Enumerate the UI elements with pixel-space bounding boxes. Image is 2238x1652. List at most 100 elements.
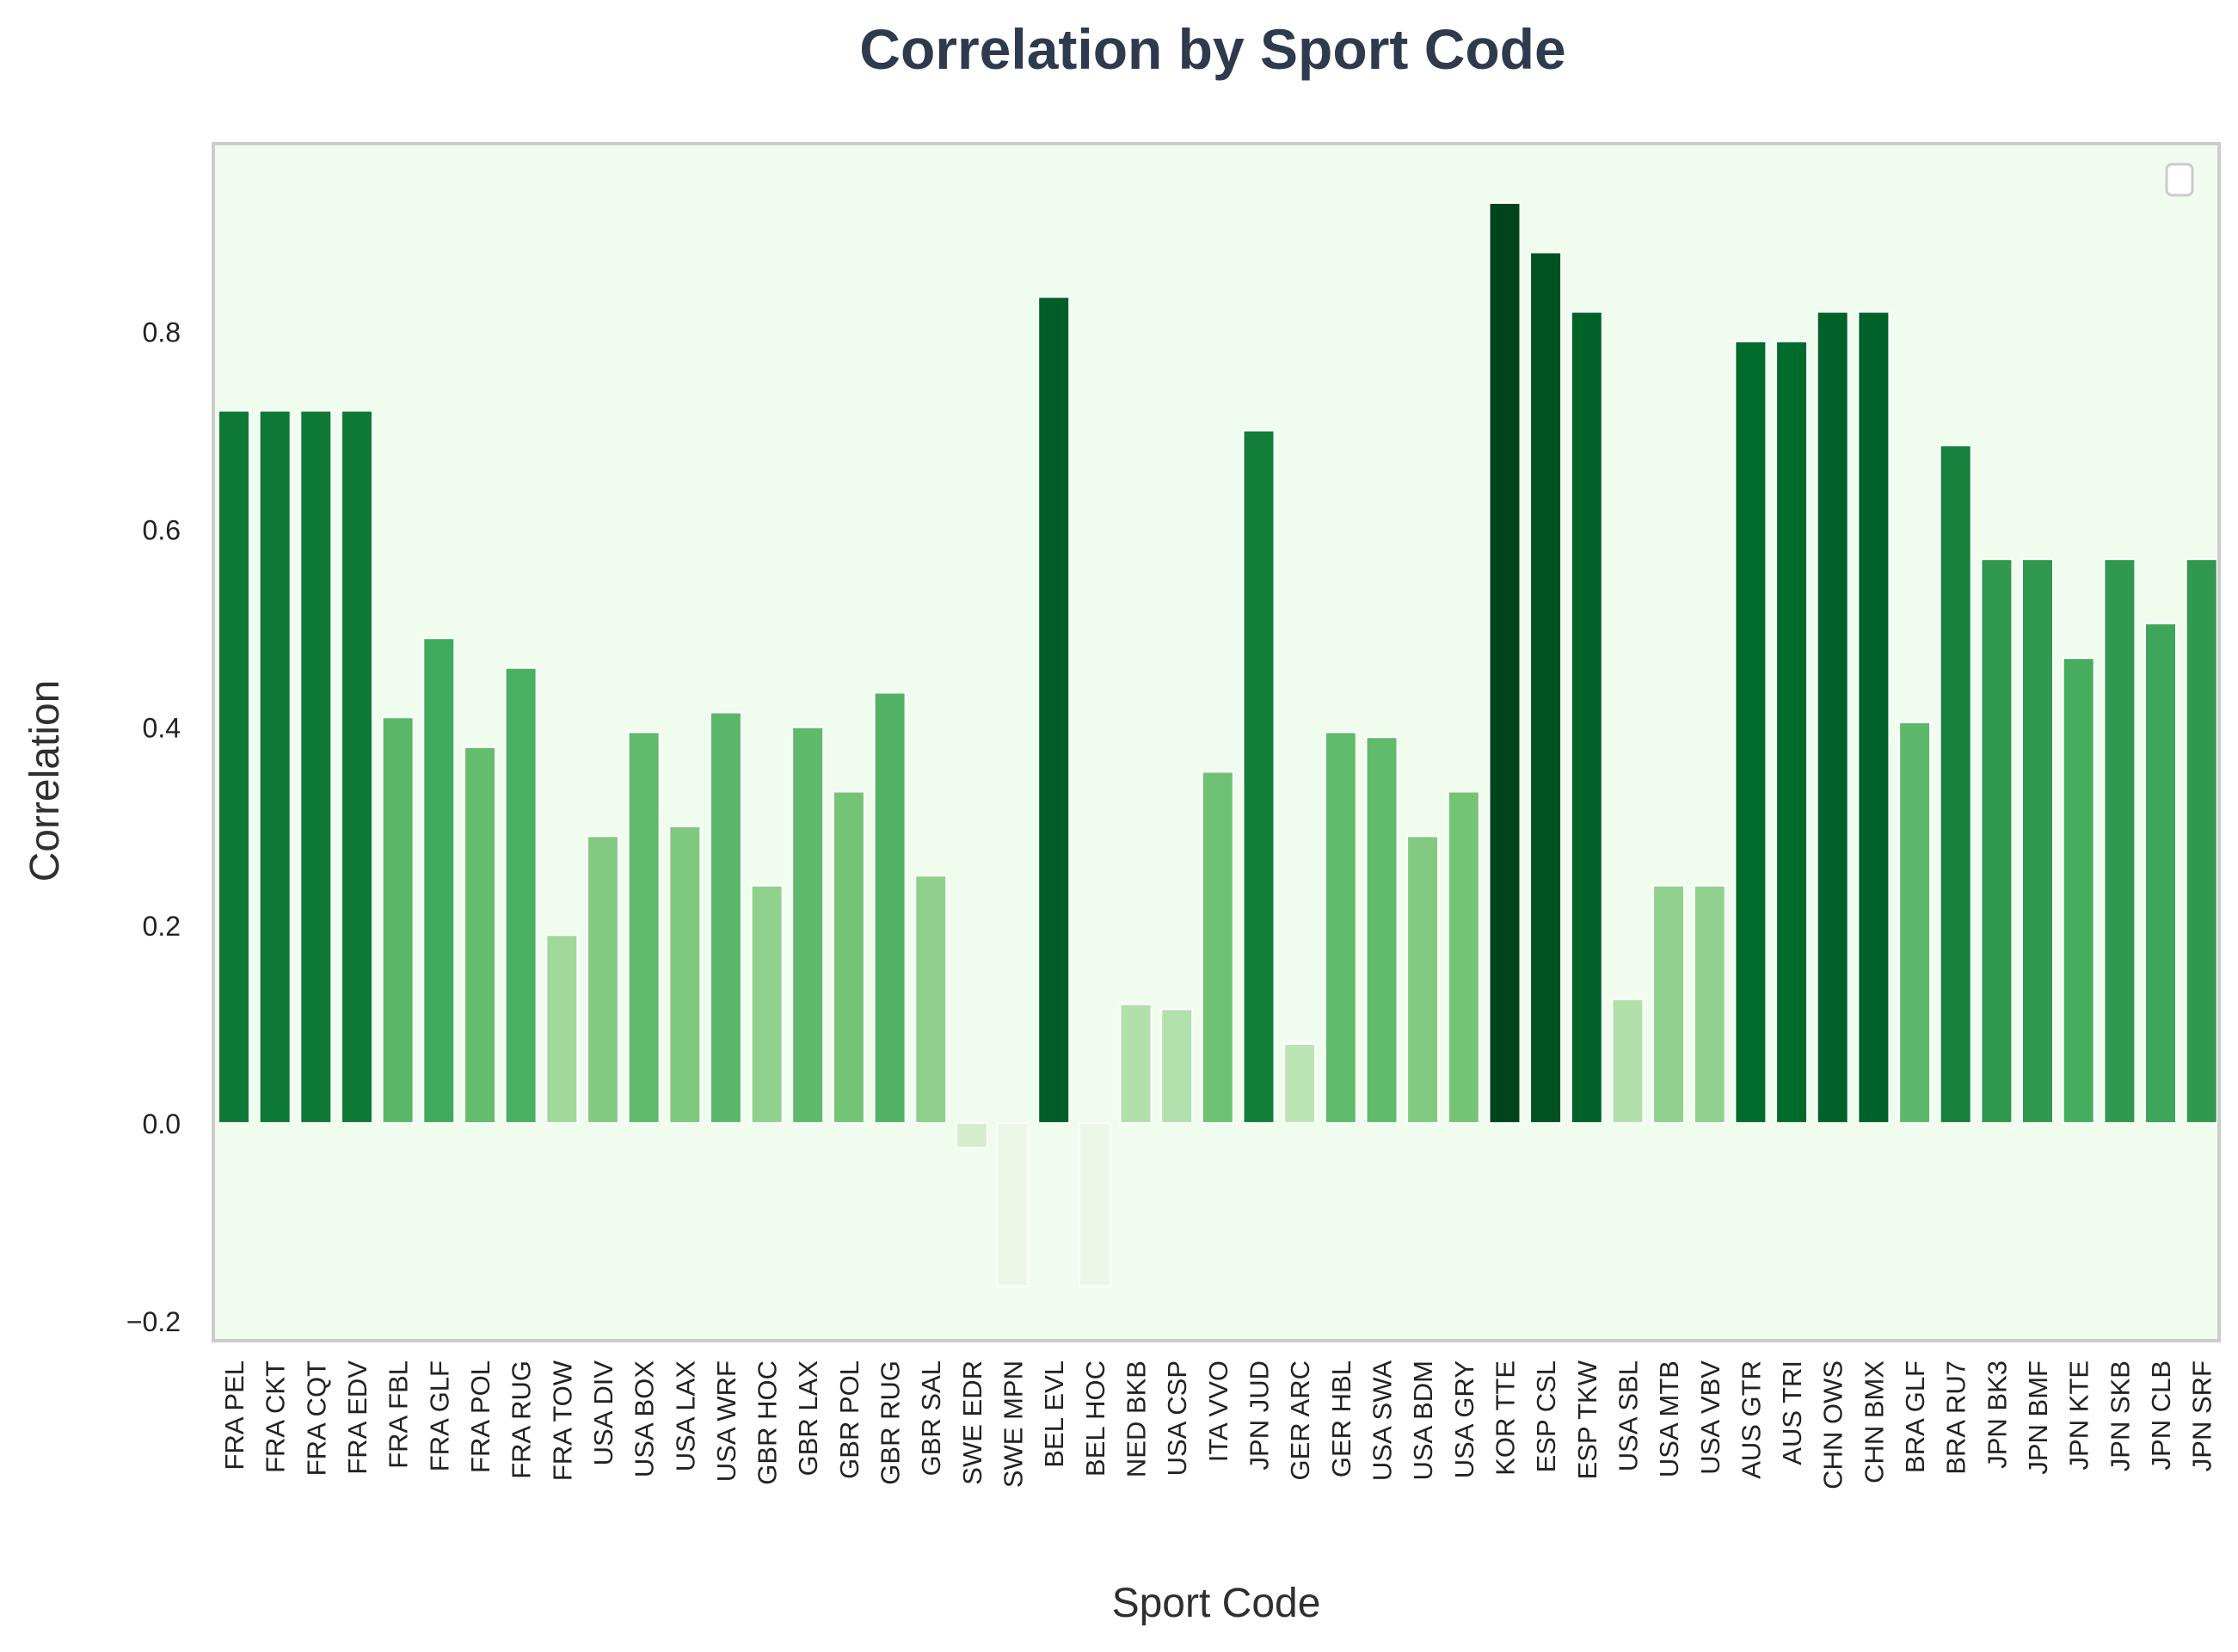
bar-aus-tri	[1775, 341, 1809, 1124]
x-tick-label: BRA GLF	[1900, 1360, 1930, 1473]
bar-aus-gtr	[1734, 341, 1768, 1124]
x-tick-label: BEL HOC	[1080, 1360, 1110, 1477]
y-tick-label: 0.6	[143, 515, 181, 546]
x-tick-label: ITA VVO	[1203, 1360, 1233, 1462]
x-tick-label: GBR SAL	[916, 1360, 946, 1476]
chart-title: Correlation by Sport Code	[859, 17, 1565, 81]
bar-swe-mpn	[996, 1121, 1030, 1287]
x-tick-label: KOR TTE	[1491, 1360, 1521, 1476]
x-tick-label: FRA PEL	[219, 1360, 249, 1471]
y-tick-label: −0.2	[126, 1306, 181, 1337]
bar-gbr-hoc	[750, 884, 784, 1124]
x-tick-label: ESP CSL	[1531, 1360, 1561, 1472]
x-tick-label: CHN OWS	[1818, 1360, 1848, 1489]
x-tick-label: USA GRY	[1449, 1360, 1479, 1478]
x-tick-label: FRA CQT	[301, 1360, 331, 1476]
x-tick-label: AUS GTR	[1736, 1360, 1766, 1479]
bar-usa-lax	[668, 825, 702, 1124]
bar-jpn-srf	[2185, 558, 2218, 1124]
bar-esp-csl	[1529, 251, 1563, 1124]
x-tick-label: USA DIV	[588, 1360, 618, 1466]
x-tick-label: SWE EDR	[957, 1360, 987, 1485]
x-tick-label: JPN BK3	[1982, 1360, 2012, 1469]
bar-gbr-rug	[873, 691, 907, 1124]
x-tick-label: USA WRF	[711, 1360, 741, 1482]
bar-usa-csp	[1160, 1008, 1194, 1124]
x-tick-label: GBR HOC	[753, 1360, 783, 1485]
bar-fra-ckt	[258, 409, 292, 1124]
bar-bel-hoc	[1078, 1121, 1111, 1287]
x-tick-label: USA VBV	[1695, 1360, 1725, 1475]
bar-usa-gry	[1447, 790, 1480, 1124]
x-axis-label: Sport Code	[1112, 1581, 1321, 1626]
bar-bra-ru7	[1939, 444, 1972, 1124]
x-tick-label: USA SBL	[1613, 1360, 1643, 1471]
bar-ned-bkb	[1119, 1003, 1153, 1124]
legend-box	[2165, 163, 2194, 197]
bar-jpn-skb	[2103, 558, 2137, 1124]
x-tick-label: USA MTB	[1654, 1360, 1684, 1477]
bar-bel-evl	[1037, 296, 1071, 1124]
x-tick-label: FRA TOW	[547, 1360, 577, 1481]
x-tick-label: JPN BMF	[2023, 1360, 2053, 1475]
bar-usa-bdm	[1406, 835, 1440, 1124]
bar-ger-hbl	[1324, 731, 1357, 1124]
bar-usa-div	[586, 835, 619, 1124]
x-tick-label: NED BKB	[1122, 1360, 1152, 1477]
y-tick-label: 0.2	[143, 911, 181, 942]
x-tick-label: ESP TKW	[1572, 1360, 1602, 1479]
bar-usa-vbv	[1693, 884, 1726, 1124]
bar-fra-cqt	[299, 409, 333, 1124]
x-tick-label: GBR POL	[834, 1360, 864, 1479]
x-tick-label: FRA POL	[465, 1360, 495, 1473]
bar-fra-pol	[464, 746, 496, 1124]
bar-kor-tte	[1488, 202, 1522, 1124]
bar-usa-swa	[1365, 736, 1399, 1124]
bar-chn-bmx	[1857, 310, 1891, 1124]
bar-gbr-sal	[914, 875, 948, 1124]
x-tick-label: BRA RU7	[1941, 1360, 1971, 1475]
bar-usa-box	[627, 731, 661, 1124]
x-tick-label: AUS TRI	[1777, 1360, 1807, 1465]
x-tick-label: JPN CLB	[2146, 1360, 2176, 1470]
y-axis-label: Correlation	[22, 680, 68, 882]
y-tick-label: 0.4	[143, 713, 181, 744]
bar-ita-vvo	[1201, 771, 1234, 1124]
bar-jpn-bk3	[1980, 558, 2014, 1124]
bar-esp-tkw	[1570, 310, 1603, 1124]
bar-usa-sbl	[1611, 998, 1645, 1124]
bar-jpn-jud	[1242, 429, 1276, 1124]
x-tick-label: JPN KTE	[2064, 1360, 2094, 1470]
x-tick-label: FRA EDV	[342, 1360, 372, 1475]
x-tick-label: GBR LAX	[793, 1360, 823, 1477]
bar-usa-wrf	[709, 711, 742, 1124]
bar-fra-glf	[422, 637, 456, 1124]
x-tick-label: GER HBL	[1326, 1360, 1356, 1477]
bar-gbr-lax	[791, 726, 825, 1124]
x-tick-label: GER ARC	[1285, 1360, 1315, 1481]
bars-group	[218, 202, 2218, 1287]
x-tick-label: GBR RUG	[876, 1360, 906, 1485]
x-tick-label: CHN BMX	[1859, 1360, 1889, 1483]
x-tick-label: USA BDM	[1408, 1360, 1438, 1481]
x-tick-label: FRA FBL	[384, 1360, 414, 1469]
x-tick-label: JPN SKB	[2105, 1360, 2135, 1471]
bar-bra-glf	[1898, 722, 1932, 1124]
x-axis-ticks: FRA PEL FRA CKT FRA CQT FRA EDV FRA FBL FRA G…	[219, 1360, 2217, 1489]
y-axis-ticks: −0.2 0.0 0.2 0.4 0.6 0.8	[126, 317, 181, 1337]
bar-fra-fbl	[381, 716, 415, 1124]
x-tick-label: USA BOX	[630, 1360, 660, 1477]
x-tick-label: USA LAX	[670, 1360, 700, 1472]
bar-jpn-bmf	[2021, 558, 2054, 1124]
bar-jpn-kte	[2062, 657, 2095, 1124]
y-tick-label: 0.8	[143, 317, 181, 348]
bar-fra-edv	[341, 409, 373, 1124]
x-tick-label: FRA GLF	[424, 1360, 454, 1471]
bar-jpn-clb	[2144, 623, 2177, 1124]
x-tick-label: BEL EVL	[1039, 1360, 1069, 1468]
bar-fra-tow	[545, 934, 579, 1124]
bar-chn-ows	[1816, 310, 1849, 1124]
x-tick-label: USA CSP	[1162, 1360, 1192, 1476]
x-tick-label: USA SWA	[1368, 1360, 1398, 1481]
